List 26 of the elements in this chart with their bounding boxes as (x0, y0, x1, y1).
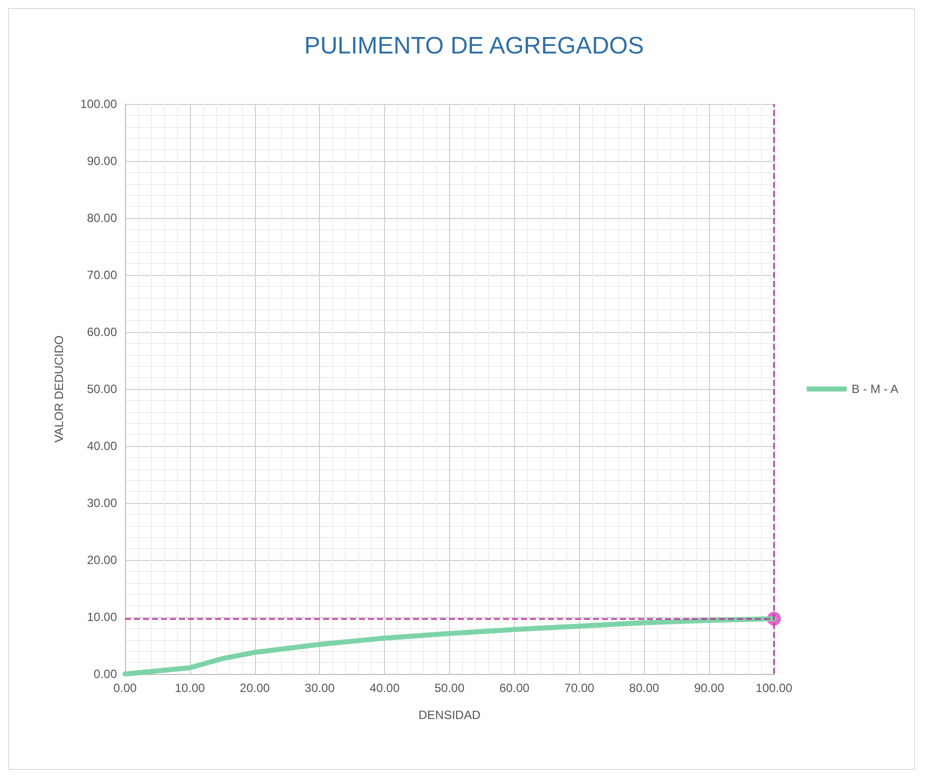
y-tick-label: 70.00 (86, 268, 118, 282)
x-tick-label: 70.00 (564, 681, 595, 695)
y-tick-label: 60.00 (86, 325, 118, 339)
x-tick-label: 80.00 (629, 681, 660, 695)
y-tick-label: 80.00 (86, 211, 118, 225)
x-tick-label: 20.00 (240, 681, 270, 695)
x-tick-label: 0.00 (113, 681, 137, 695)
y-tick-label: 40.00 (86, 439, 118, 453)
y-tick-label: 10.00 (86, 610, 118, 624)
y-tick-label: 30.00 (86, 496, 118, 510)
x-tick-label: 10.00 (174, 681, 206, 695)
x-tick-label: 100.00 (756, 681, 793, 695)
y-tick-label: 50.00 (86, 382, 118, 396)
x-tick-label: 90.00 (694, 681, 724, 695)
y-tick-label: 20.00 (86, 553, 118, 567)
x-tick-label: 50.00 (434, 681, 465, 695)
y-tick-label: 0.00 (94, 667, 118, 681)
legend-label: B - M - A (852, 382, 898, 396)
x-tick-label: 30.00 (304, 681, 336, 695)
y-tick-label: 100.00 (80, 97, 118, 111)
y-tick-label: 90.00 (86, 154, 118, 168)
x-tick-label: 40.00 (370, 681, 400, 695)
y-axis-title: VALOR DEDUCIDO (52, 335, 66, 443)
chart-title: PULIMENTO DE AGREGADOS (304, 32, 644, 60)
x-tick-label: 60.00 (499, 681, 530, 695)
x-axis-title: DENSIDAD (418, 708, 481, 722)
